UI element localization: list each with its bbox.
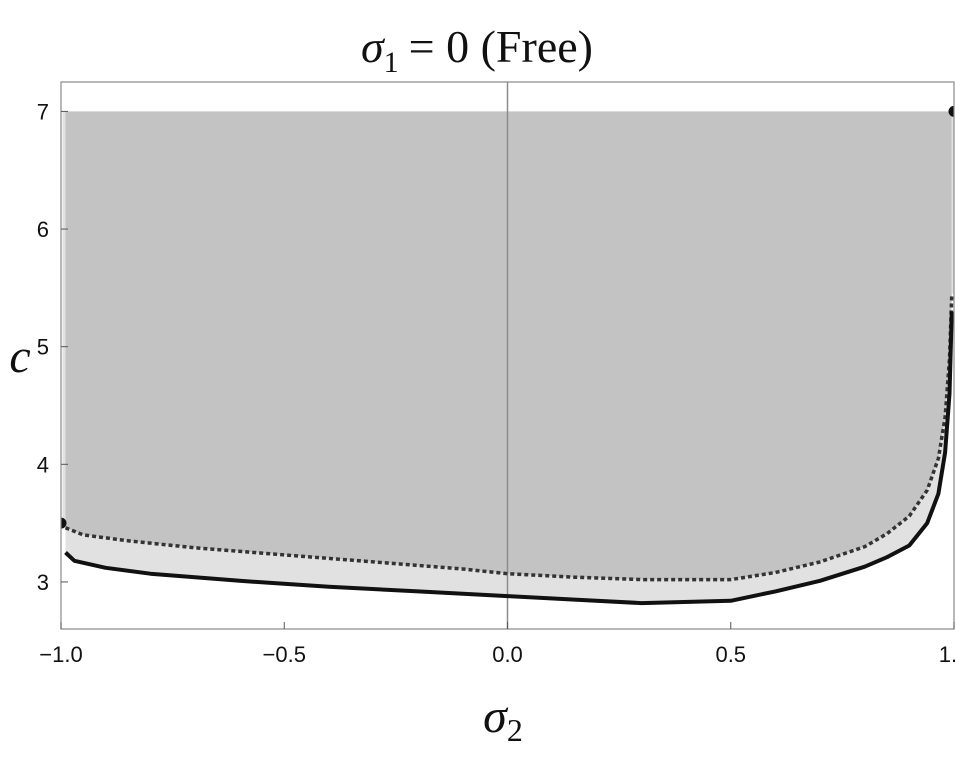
x-tick-label: −0.5 <box>263 642 306 667</box>
left-edge-strip <box>62 111 66 528</box>
y-tick-label: 3 <box>37 570 49 595</box>
x-tick-label: −1.0 <box>39 642 82 667</box>
dotted-bound-curve <box>64 293 954 582</box>
chart-title: σ1 = 0 (Free) <box>361 21 593 79</box>
y-tick-label: 7 <box>37 99 49 124</box>
y-tick-label: 6 <box>37 217 49 242</box>
y-axis-title: c <box>9 330 30 383</box>
y-tick-label: 4 <box>37 452 49 477</box>
solid-bound-curve <box>64 311 954 606</box>
marked-point-1 <box>61 517 67 529</box>
marked-point-2 <box>948 105 954 117</box>
right-edge-strip <box>951 111 954 294</box>
x-tick-label: 0.0 <box>492 642 523 667</box>
plot-area <box>61 82 954 629</box>
y-axis: 3 4 5 6 7 <box>37 99 68 595</box>
allowed-region <box>65 111 952 580</box>
x-tick-label: 1.0 <box>939 642 955 667</box>
x-axis-title: σ2 <box>483 690 523 748</box>
y-tick-label: 5 <box>37 335 49 360</box>
x-tick-label: 0.5 <box>715 642 746 667</box>
x-axis: −1.0 −0.5 0.0 0.5 1.0 <box>39 622 955 667</box>
